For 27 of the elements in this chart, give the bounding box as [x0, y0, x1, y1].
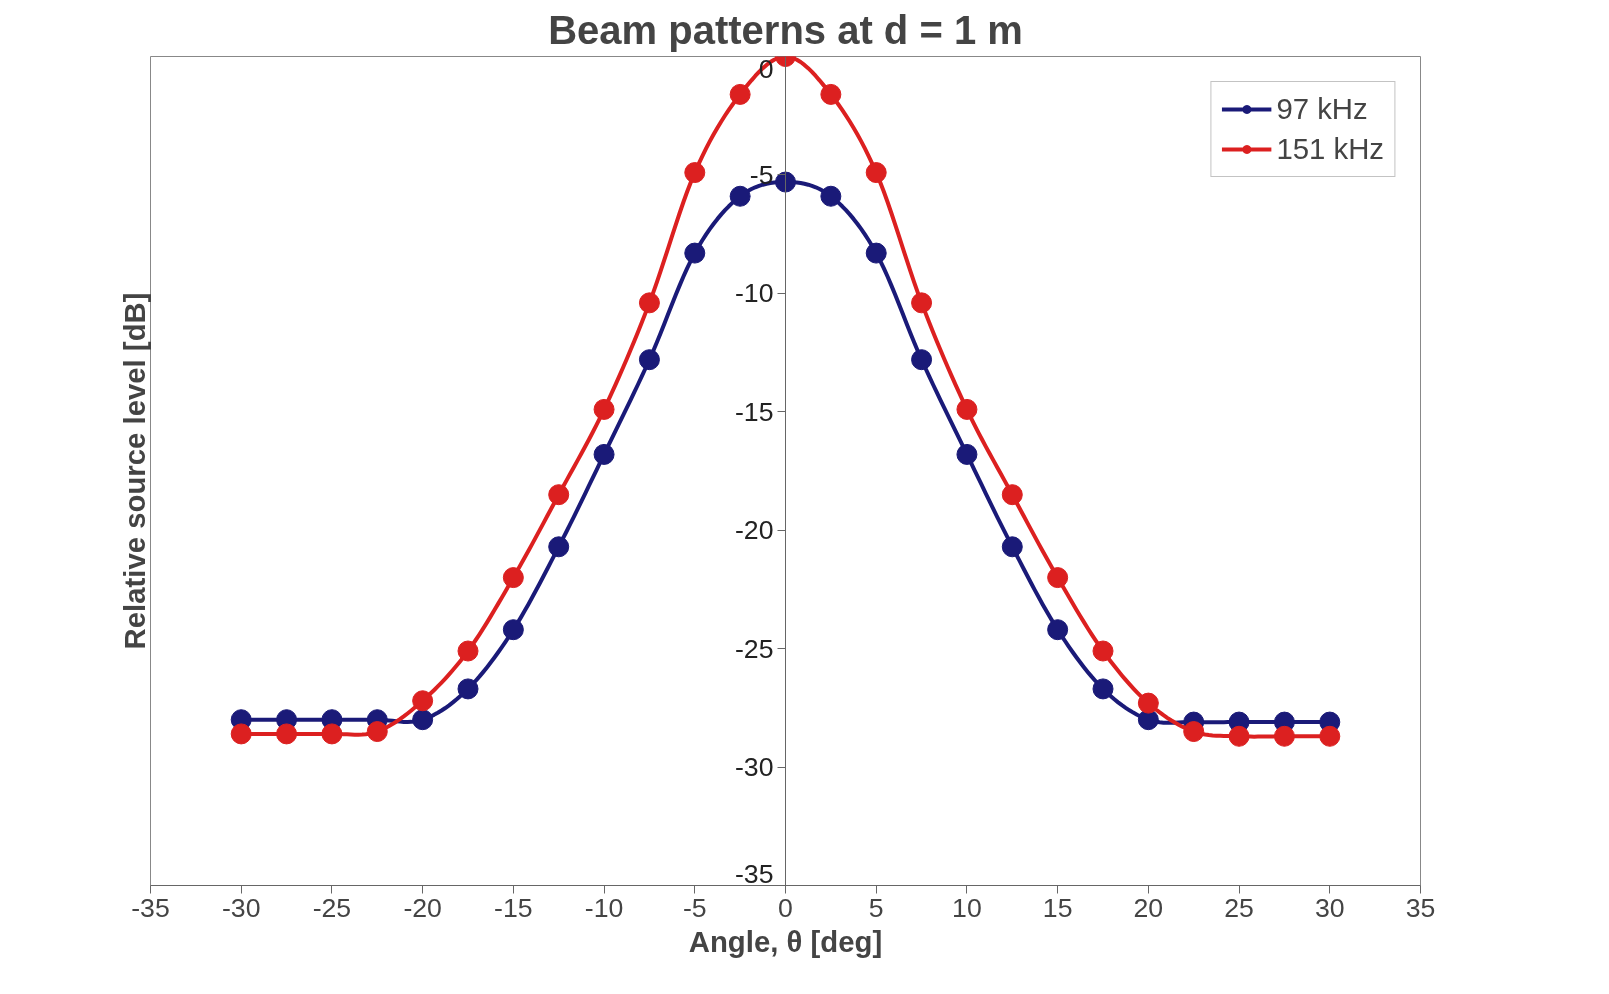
y-tick-label: -20 [734, 515, 774, 546]
legend-label: 151 kHz [1276, 132, 1384, 166]
x-tick-label: -10 [584, 892, 624, 923]
y-tick-label: -30 [734, 752, 774, 783]
x-tick-label: -35 [131, 892, 170, 923]
y-tick-label: -15 [734, 396, 774, 427]
x-tick-label: -20 [403, 892, 442, 923]
x-tick-label: -15 [494, 892, 533, 923]
chart-title: Beam patterns at d = 1 m [548, 7, 1023, 52]
y-tick-label: -10 [734, 278, 774, 309]
x-tick-label: 20 [1133, 892, 1164, 923]
x-tick-label: -5 [682, 892, 707, 923]
x-tick-label: -25 [312, 892, 352, 923]
y-axis-title: Relative source level [dB] [117, 292, 151, 650]
x-tick-label: 35 [1405, 892, 1436, 923]
x-tick-label: 5 [868, 892, 884, 923]
x-tick-label: 0 [778, 892, 793, 923]
x-tick-label: 25 [1224, 892, 1254, 923]
x-tick-label: 10 [952, 892, 982, 923]
x-tick-label: -30 [221, 892, 261, 923]
y-tick-label: -35 [734, 858, 774, 889]
x-tick-label: 30 [1314, 892, 1345, 923]
legend-label: 97 kHz [1276, 92, 1368, 126]
x-axis-title: Angle, θ [deg] [688, 924, 883, 958]
x-tick-label: 15 [1042, 892, 1073, 923]
y-tick-label: -5 [749, 159, 774, 190]
y-tick-label: -25 [734, 633, 774, 664]
